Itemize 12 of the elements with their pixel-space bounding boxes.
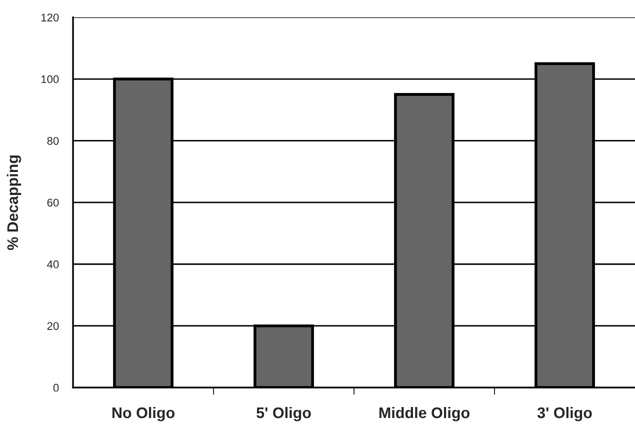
y-tick-label: 20 [47, 322, 59, 330]
y-tick-label: 100 [41, 75, 59, 84]
y-tick-label: 0 [53, 384, 59, 392]
y-tick-label: 40 [47, 260, 59, 268]
y-tick-label: 120 [41, 14, 59, 22]
x-tick-label: 5' Oligo [256, 406, 311, 422]
x-tick-label: 3' Oligo [537, 406, 592, 422]
y-tick-label: 60 [47, 198, 59, 207]
x-tick-label: Middle Oligo [379, 406, 470, 422]
y-axis-title: % Decapping [6, 155, 22, 250]
x-tick-label: No Oligo [112, 406, 174, 422]
y-tick-label: 80 [47, 136, 59, 145]
